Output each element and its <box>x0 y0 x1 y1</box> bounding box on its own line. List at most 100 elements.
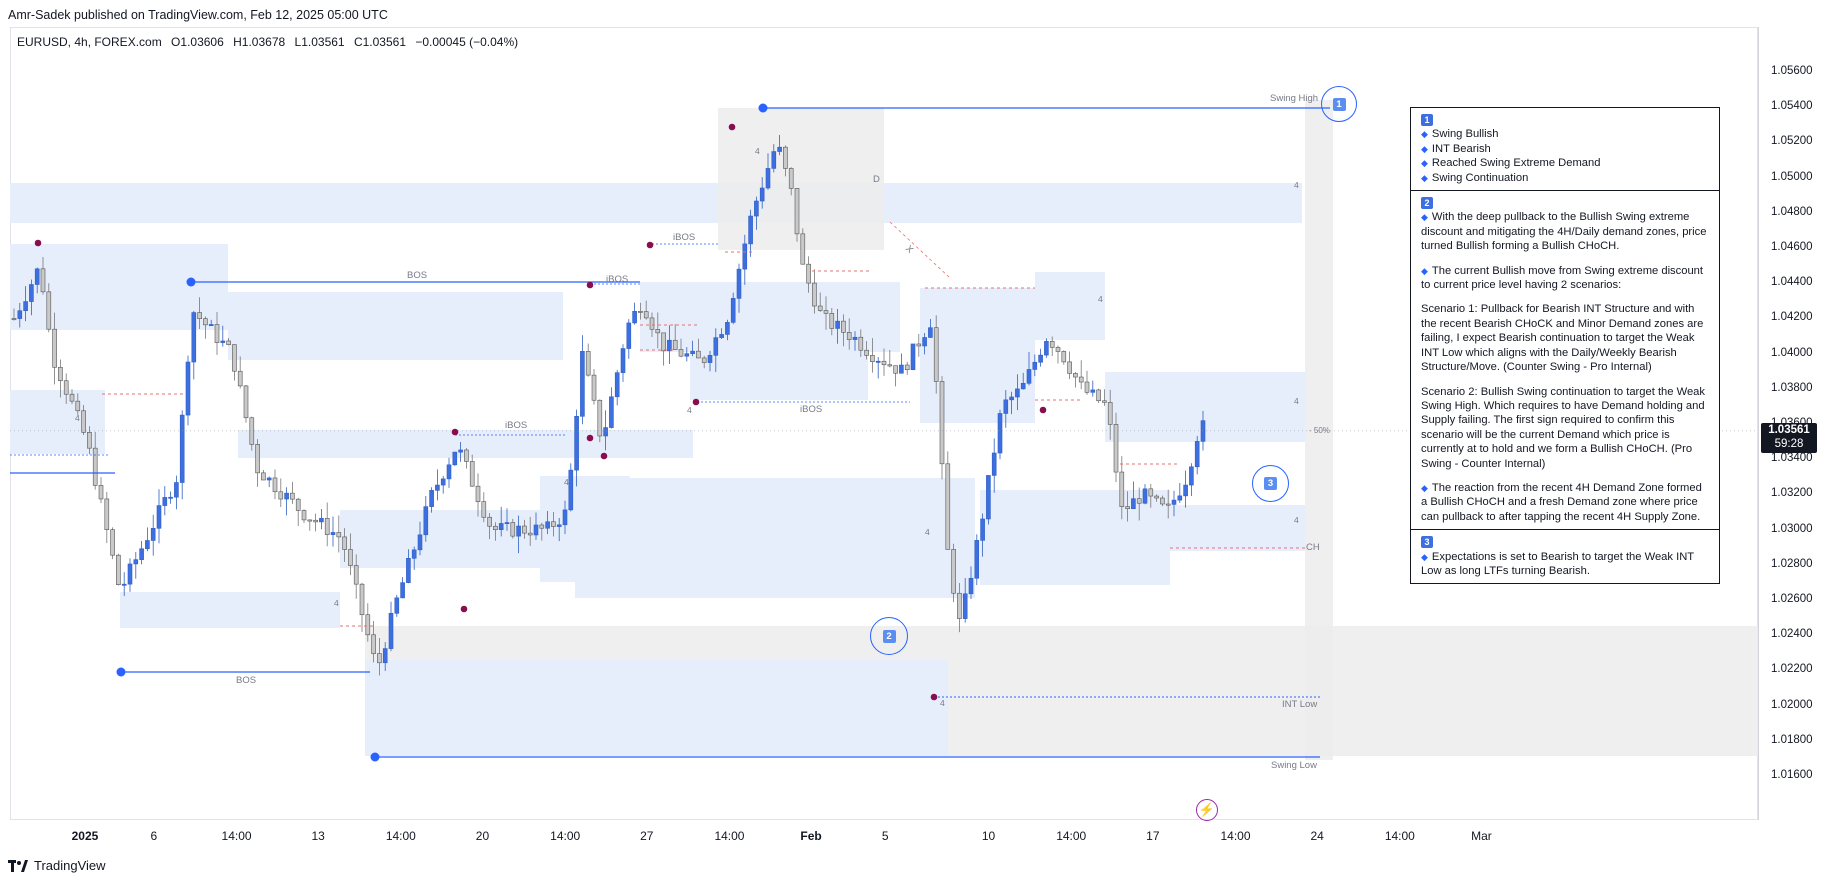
pivot-point <box>930 693 938 701</box>
candle <box>1009 396 1014 401</box>
tf-label: 4 <box>925 527 930 537</box>
candle <box>1148 488 1154 497</box>
price-axis[interactable] <box>1758 27 1835 820</box>
candle <box>121 583 127 586</box>
legend-high: H1.03678 <box>233 35 286 49</box>
price-tick-label: 1.04600 <box>1771 241 1813 254</box>
projection-band <box>1305 100 1333 760</box>
ibos-label-2: iBOS <box>606 274 629 285</box>
candle <box>817 305 823 311</box>
tf-label: 4 <box>334 598 339 608</box>
pivot-point <box>728 123 736 131</box>
candle <box>893 365 898 374</box>
candle <box>440 478 446 486</box>
pivot-point <box>586 434 594 442</box>
candle <box>52 328 57 368</box>
time-tick-label: 24 <box>1310 829 1324 843</box>
candle <box>220 340 226 343</box>
candle <box>945 463 951 550</box>
candle <box>1125 506 1130 509</box>
legend-open: O1.03606 <box>171 35 224 49</box>
price-tick-label: 1.03400 <box>1771 452 1813 465</box>
tf-label: 4 <box>687 405 692 415</box>
candle <box>922 337 927 347</box>
top-bar: Amr-Sadek published on TradingView.com, … <box>0 0 1835 28</box>
candle <box>139 548 144 560</box>
candle <box>951 549 956 594</box>
time-tick-label: Mar <box>1471 829 1492 843</box>
candle <box>452 451 458 466</box>
tradingview-brand[interactable]: TradingView <box>8 858 106 873</box>
price-tick-label: 1.03200 <box>1771 487 1813 500</box>
candle <box>1194 441 1200 468</box>
price-tick-label: 1.02400 <box>1771 628 1813 641</box>
candle <box>232 344 237 372</box>
bos-point-lower <box>116 667 126 677</box>
tf-label: 4 <box>1294 396 1299 406</box>
candle <box>261 472 266 481</box>
candle <box>435 484 440 491</box>
ohlc-legend: EURUSD, 4h, FOREX.com O1.03606 H1.03678 … <box>17 35 524 49</box>
candle <box>1073 373 1078 378</box>
zone <box>228 292 563 360</box>
candle <box>377 653 382 664</box>
candle <box>928 327 933 338</box>
demand-zone <box>575 478 975 598</box>
choch-label: CH <box>1306 542 1320 553</box>
candle <box>1020 383 1026 390</box>
candle <box>777 146 782 152</box>
time-tick-label: 14:00 <box>1220 829 1251 843</box>
candle <box>783 146 788 169</box>
candle <box>272 477 278 493</box>
candle <box>904 364 910 370</box>
price-tick-label: 1.04200 <box>1771 311 1813 324</box>
time-tick-label: Feb <box>800 829 822 843</box>
publisher-text: Amr-Sadek published on TradingView.com, … <box>8 8 388 22</box>
candle <box>249 417 255 445</box>
candle <box>765 168 771 189</box>
lightning-icon[interactable]: ⚡ <box>1196 799 1218 821</box>
daily-zone <box>718 108 884 250</box>
candle <box>986 475 991 520</box>
candle <box>382 648 388 664</box>
candle <box>551 521 556 527</box>
candle <box>1200 420 1206 442</box>
candle <box>1055 347 1061 352</box>
candle <box>568 469 574 511</box>
candle <box>1078 376 1084 383</box>
time-tick-label: 2025 <box>71 829 99 843</box>
candle <box>1131 498 1136 509</box>
pivot-point <box>646 241 654 249</box>
candle <box>556 524 562 527</box>
candle <box>1136 498 1142 504</box>
candle <box>406 557 411 583</box>
legend-symbol[interactable]: EURUSD, 4h, FOREX.com <box>17 35 162 49</box>
candle <box>127 563 133 585</box>
daily-zone-label: D <box>873 174 880 185</box>
candle <box>92 447 98 486</box>
zone <box>690 282 868 400</box>
pivot-point <box>586 281 594 289</box>
badge-2: 2 <box>1421 197 1433 210</box>
time-tick-label: 14:00 <box>385 829 416 843</box>
candle <box>562 509 568 526</box>
legend-low: L1.03561 <box>294 35 345 49</box>
candle <box>864 349 869 356</box>
candle <box>823 310 829 314</box>
last-price: 1.03561 <box>1768 424 1810 436</box>
candle <box>939 381 945 465</box>
notes-section-1: 1 ◆ Swing Bullish ◆ INT Bearish ◆ Reached S… <box>1411 108 1719 192</box>
candle <box>516 525 521 537</box>
candle <box>609 396 614 428</box>
candle <box>1032 361 1038 370</box>
candle <box>649 317 655 330</box>
pivot-point <box>460 605 468 613</box>
zone <box>920 288 1035 423</box>
tradingview-logo-icon <box>8 859 28 872</box>
candle <box>324 518 330 535</box>
price-tick-label: 1.04400 <box>1771 276 1813 289</box>
price-tick-label: 1.02000 <box>1771 698 1813 711</box>
candle <box>574 416 579 471</box>
price-tick-label: 1.02800 <box>1771 557 1813 570</box>
